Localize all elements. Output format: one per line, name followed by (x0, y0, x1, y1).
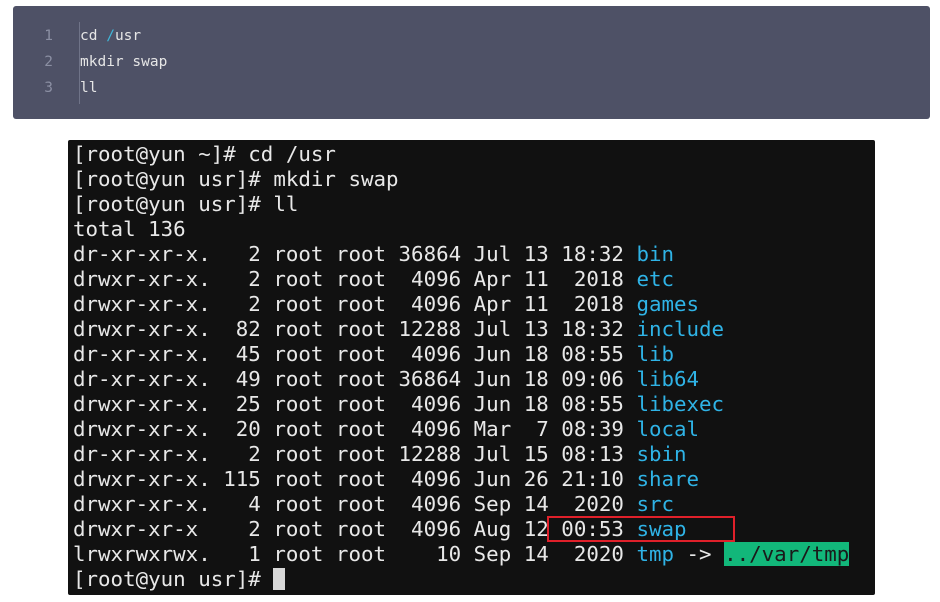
command-text: [root@yun ~]# cd /usr (73, 142, 336, 166)
cursor (273, 568, 286, 590)
symlink-arrow: -> (674, 542, 725, 566)
line-number: 3 (44, 80, 53, 96)
total-line: total 136 (73, 217, 186, 242)
symlink-target: ../var/tmp (724, 542, 850, 566)
directory-name: bin (636, 242, 674, 266)
directory-name: sbin (636, 442, 687, 466)
listing-row: dr-xr-xr-x. 45 root root 4096 Jun 18 08:… (73, 342, 674, 367)
listing-row: drwxr-xr-x. 20 root root 4096 Mar 7 08:3… (73, 417, 699, 442)
entry-meta: drwxr-xr-x. 82 root root 12288 Jul 13 18… (73, 317, 637, 341)
entry-meta: drwxr-xr-x. 20 root root 4096 Mar 7 08:3… (73, 417, 637, 441)
entry-meta: drwxr-xr-x. 115 root root 4096 Jun 26 21… (73, 467, 637, 491)
code-text: mkdir swap (80, 54, 168, 70)
line-number: 2 (44, 54, 53, 70)
entry-meta: dr-xr-xr-x. 45 root root 4096 Jun 18 08:… (73, 342, 637, 366)
command-line: [root@yun usr]# ll (73, 192, 298, 217)
listing-row: drwxr-xr-x. 82 root root 12288 Jul 13 18… (73, 317, 724, 342)
highlight-box (547, 516, 735, 542)
directory-name: share (636, 467, 700, 491)
listing-row: drwxr-xr-x. 115 root root 4096 Jun 26 21… (73, 467, 699, 492)
listing-row: lrwxrwxrwx. 1 root root 10 Sep 14 2020 t… (73, 542, 850, 567)
code-token: usr (114, 28, 142, 44)
directory-name: local (636, 417, 700, 441)
entry-meta: drwxr-xr-x. 25 root root 4096 Jun 18 08:… (73, 392, 637, 416)
code-text: ll (80, 80, 98, 96)
entry-meta: drwxr-xr-x. 2 root root 4096 Apr 11 2018 (73, 292, 637, 316)
listing-row: drwxr-xr-x. 25 root root 4096 Jun 18 08:… (73, 392, 724, 417)
command-text: [root@yun usr]# ll (73, 192, 299, 216)
directory-name: etc (636, 267, 674, 291)
entry-meta: dr-xr-xr-x. 49 root root 36864 Jun 18 09… (73, 367, 637, 391)
listing-row: dr-xr-xr-x. 2 root root 12288 Jul 15 08:… (73, 442, 687, 467)
prompt-text: [root@yun usr]# (73, 567, 274, 591)
line-number-divider (79, 22, 80, 104)
directory-name: libexec (636, 392, 725, 416)
listing-row: drwxr-xr-x 2 root root 4096 Aug 12 00:53… (73, 517, 687, 542)
entry-meta: drwxr-xr-x. 2 root root 4096 Apr 11 2018 (73, 267, 637, 291)
directory-name: lib (636, 342, 674, 366)
listing-row: drwxr-xr-x. 4 root root 4096 Sep 14 2020… (73, 492, 674, 517)
listing-row: drwxr-xr-x. 2 root root 4096 Apr 11 2018… (73, 267, 674, 292)
entry-meta: lrwxrwxrwx. 1 root root 10 Sep 14 2020 (73, 542, 637, 566)
line-number: 1 (44, 28, 53, 44)
listing-row: dr-xr-xr-x. 49 root root 36864 Jun 18 09… (73, 367, 699, 392)
code-token: / (106, 28, 115, 44)
directory-name: games (636, 292, 700, 316)
directory-name: lib64 (636, 367, 700, 391)
directory-name: src (636, 492, 674, 516)
prompt-line: [root@yun usr]# (73, 567, 286, 592)
terminal-screenshot: [root@yun ~]# cd /usr [root@yun usr]# mkd… (68, 140, 875, 595)
listing-row: dr-xr-xr-x. 2 root root 36864 Jul 13 18:… (73, 242, 674, 267)
code-text: cd /usr (80, 23, 141, 49)
directory-name: swap (636, 517, 687, 541)
listing-row: drwxr-xr-x. 2 root root 4096 Apr 11 2018… (73, 292, 699, 317)
directory-name: include (636, 317, 725, 341)
command-line: [root@yun usr]# mkdir swap (73, 167, 399, 192)
symlink-name: tmp (636, 542, 674, 566)
entry-meta: drwxr-xr-x. 4 root root 4096 Sep 14 2020 (73, 492, 637, 516)
entry-meta: drwxr-xr-x 2 root root 4096 Aug 12 00:53 (73, 517, 637, 541)
code-token: cd (80, 28, 107, 44)
command-line: [root@yun ~]# cd /usr (73, 142, 336, 167)
entry-meta: dr-xr-xr-x. 2 root root 12288 Jul 15 08:… (73, 442, 637, 466)
total-text: total 136 (73, 217, 186, 241)
entry-meta: dr-xr-xr-x. 2 root root 36864 Jul 13 18:… (73, 242, 637, 266)
code-block: 1 cd /usr 2 mkdir swap 3 ll (13, 6, 930, 119)
command-text: [root@yun usr]# mkdir swap (73, 167, 399, 191)
